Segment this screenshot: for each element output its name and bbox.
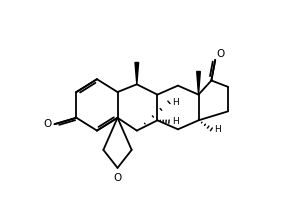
Text: O: O bbox=[113, 173, 122, 182]
Text: H: H bbox=[172, 98, 179, 107]
Text: O: O bbox=[217, 49, 225, 59]
Text: H: H bbox=[214, 125, 221, 134]
Text: H: H bbox=[172, 117, 179, 126]
Polygon shape bbox=[197, 72, 200, 95]
Polygon shape bbox=[135, 62, 139, 84]
Text: O: O bbox=[44, 119, 52, 129]
